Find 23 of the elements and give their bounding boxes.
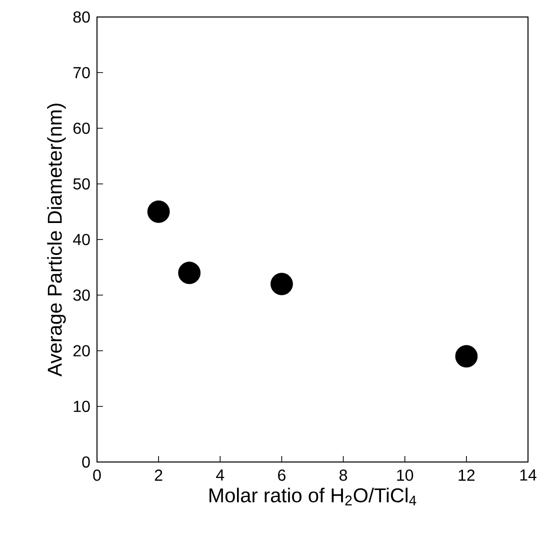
point	[455, 345, 478, 368]
y-tick-label: 60	[73, 122, 90, 134]
y-tick-label: 70	[73, 66, 90, 78]
y-tick-label: 20	[73, 345, 90, 356]
x-tick-label: 14	[520, 470, 536, 481]
x-tick-label: 12	[458, 470, 475, 481]
y-tick-label: 40	[73, 234, 90, 246]
point	[178, 262, 201, 284]
point	[147, 200, 170, 223]
x-tick-label: 6	[278, 470, 286, 481]
point	[270, 272, 293, 296]
x-tick-label: 10	[397, 470, 414, 481]
y-tick-label: 50	[73, 178, 90, 190]
x-tick-label: 0	[93, 470, 101, 481]
x-tick-label: 4	[216, 470, 224, 481]
y-axis-title: Average Particle Diameter(nm)	[47, 104, 66, 377]
x-axis-title: Molar ratio of H$_{2}$O/TiCl$_{4}$	[210, 488, 416, 506]
y-tick-label: 80	[73, 11, 90, 23]
x-tick-label: 8	[340, 470, 348, 481]
x-tick-label: 2	[154, 470, 162, 481]
y-tick-label: 30	[73, 289, 90, 301]
y-tick-label: 0	[82, 456, 90, 468]
y-tick-label: 10	[74, 400, 90, 412]
